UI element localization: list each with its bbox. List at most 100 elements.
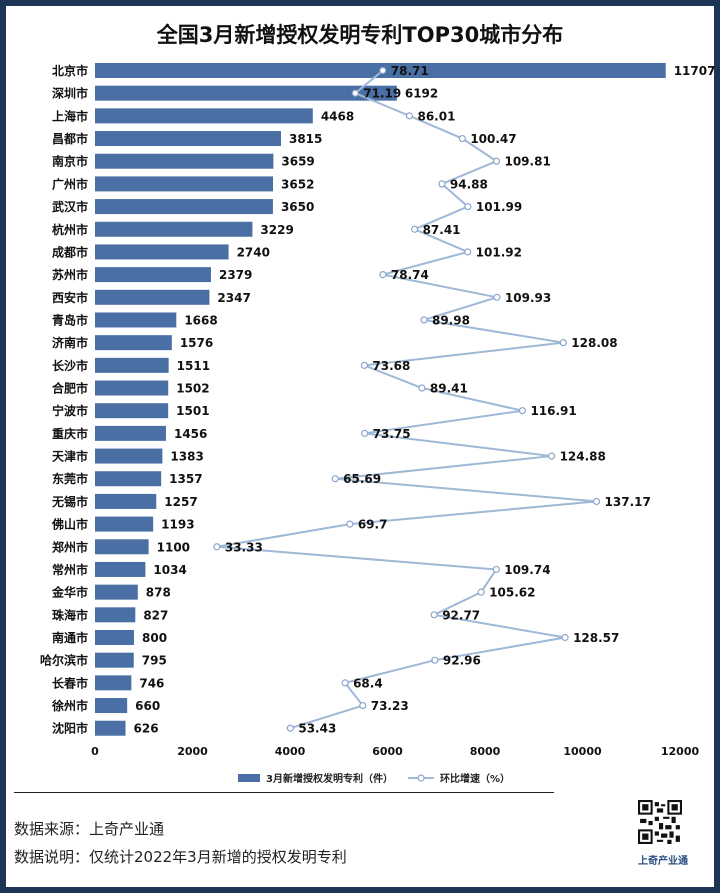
category-label: 佛山市 bbox=[51, 517, 88, 532]
bar-value-label: 626 bbox=[134, 722, 159, 736]
growth-point bbox=[341, 679, 349, 687]
bar bbox=[95, 425, 166, 441]
bar-value-label: 660 bbox=[135, 699, 160, 713]
bar-value-label: 1576 bbox=[180, 336, 213, 350]
category-label: 宁波市 bbox=[52, 403, 88, 418]
growth-line bbox=[216, 69, 597, 730]
legend-line-label: 环比增速（%） bbox=[440, 772, 510, 785]
bar-value-label: 800 bbox=[142, 631, 167, 645]
category-label: 北京市 bbox=[52, 63, 88, 78]
growth-point bbox=[359, 701, 367, 710]
growth-point bbox=[431, 656, 439, 664]
growth-value-label: 33.33 bbox=[225, 540, 263, 554]
growth-point bbox=[379, 271, 387, 279]
bar bbox=[95, 403, 169, 419]
category-label: 哈尔滨市 bbox=[40, 653, 88, 668]
category-label: 珠海市 bbox=[52, 607, 88, 622]
growth-value-label: 65.69 bbox=[343, 472, 381, 486]
growth-value-label: 137.17 bbox=[605, 495, 651, 509]
category-label: 无锡市 bbox=[51, 494, 88, 509]
category-label: 重庆市 bbox=[52, 426, 88, 441]
data-source-text: 数据来源：上奇产业通 bbox=[14, 820, 165, 838]
bar bbox=[95, 335, 172, 351]
bar-series: 北京市 11707 深圳市 6192 上海市 4468 昌都市 3815 南京市 3659 广州市 3… bbox=[40, 63, 715, 736]
growth-value-label: 78.71 bbox=[391, 64, 429, 78]
x-tick-label: 6000 bbox=[372, 745, 403, 758]
category-label: 苏州市 bbox=[52, 267, 88, 282]
growth-point bbox=[410, 225, 419, 233]
brand-text: 上奇产业通 bbox=[638, 856, 688, 867]
category-label: 天津市 bbox=[52, 449, 88, 464]
bar-value-label: 795 bbox=[142, 654, 167, 668]
growth-value-label: 124.88 bbox=[560, 450, 606, 464]
growth-point bbox=[286, 724, 294, 732]
category-label: 成都市 bbox=[52, 244, 88, 259]
x-tick-label: 12000 bbox=[661, 745, 700, 758]
bar-value-label: 1502 bbox=[176, 382, 209, 396]
growth-value-label: 73.75 bbox=[373, 427, 411, 441]
growth-point bbox=[477, 588, 485, 596]
category-label: 东莞市 bbox=[52, 471, 88, 486]
bar-value-label: 3652 bbox=[281, 177, 314, 191]
bar-value-label: 6192 bbox=[405, 87, 438, 101]
qr-code-icon bbox=[638, 800, 682, 844]
footer-divider bbox=[14, 792, 554, 793]
growth-point bbox=[438, 180, 446, 188]
bar-value-label: 1456 bbox=[174, 427, 207, 441]
x-tick-label: 2000 bbox=[177, 745, 208, 758]
category-label: 昌都市 bbox=[52, 131, 88, 146]
legend-bar-label: 3月新增授权发明专利（件） bbox=[266, 772, 393, 785]
legend: 3月新增授权发明专利（件） 环比增速（%） bbox=[238, 772, 510, 785]
bar-value-label: 3229 bbox=[260, 223, 293, 237]
growth-value-label: 105.62 bbox=[489, 586, 535, 600]
x-axis: 0 2000 4000 6000 8000 10000 12000 bbox=[91, 745, 699, 758]
bar-value-label: 1034 bbox=[153, 563, 186, 577]
bar bbox=[95, 516, 154, 532]
bar bbox=[95, 652, 134, 668]
growth-value-label: 73.23 bbox=[371, 699, 409, 713]
growth-value-label: 89.41 bbox=[430, 382, 468, 396]
growth-point bbox=[213, 543, 221, 551]
growth-value-label: 71.19 bbox=[363, 87, 401, 101]
bar-value-label: 3815 bbox=[289, 132, 322, 146]
growth-value-label: 69.7 bbox=[358, 518, 388, 532]
x-tick-label: 0 bbox=[91, 745, 99, 758]
growth-point bbox=[418, 384, 426, 392]
legend-line-marker bbox=[417, 774, 425, 782]
bar-value-label: 1383 bbox=[170, 450, 203, 464]
growth-point bbox=[492, 157, 501, 165]
growth-value-label: 53.43 bbox=[298, 722, 336, 736]
category-label: 西安市 bbox=[52, 290, 88, 305]
bar bbox=[95, 221, 253, 237]
category-label: 济南市 bbox=[52, 335, 88, 350]
growth-point bbox=[493, 293, 501, 301]
bar bbox=[95, 471, 162, 487]
bar-value-label: 2740 bbox=[237, 245, 270, 259]
chart-title: 全国3月新增授权发明专利TOP30城市分布 bbox=[156, 23, 563, 47]
growth-value-label: 109.81 bbox=[504, 155, 550, 169]
growth-point bbox=[592, 497, 601, 506]
growth-value-label: 101.99 bbox=[476, 200, 522, 214]
bar bbox=[95, 357, 169, 373]
category-label: 武汉市 bbox=[52, 199, 88, 214]
growth-point bbox=[420, 316, 428, 324]
bar bbox=[95, 630, 134, 645]
growth-point bbox=[561, 633, 569, 642]
bar-value-label: 746 bbox=[139, 676, 164, 690]
category-label: 南京市 bbox=[52, 154, 88, 169]
bar-value-label: 827 bbox=[143, 608, 168, 622]
growth-point bbox=[405, 112, 414, 120]
bar bbox=[95, 244, 229, 260]
bar-value-label: 1668 bbox=[184, 313, 217, 327]
bar bbox=[95, 267, 211, 283]
growth-value-label: 101.92 bbox=[476, 245, 522, 259]
bar bbox=[95, 607, 136, 623]
bar bbox=[95, 493, 157, 509]
category-label: 上海市 bbox=[52, 108, 88, 123]
category-label: 杭州市 bbox=[52, 222, 88, 237]
bar-value-label: 1100 bbox=[157, 540, 190, 554]
bar bbox=[95, 561, 146, 577]
growth-value-label: 68.4 bbox=[353, 676, 383, 690]
category-label: 徐州市 bbox=[51, 698, 88, 713]
